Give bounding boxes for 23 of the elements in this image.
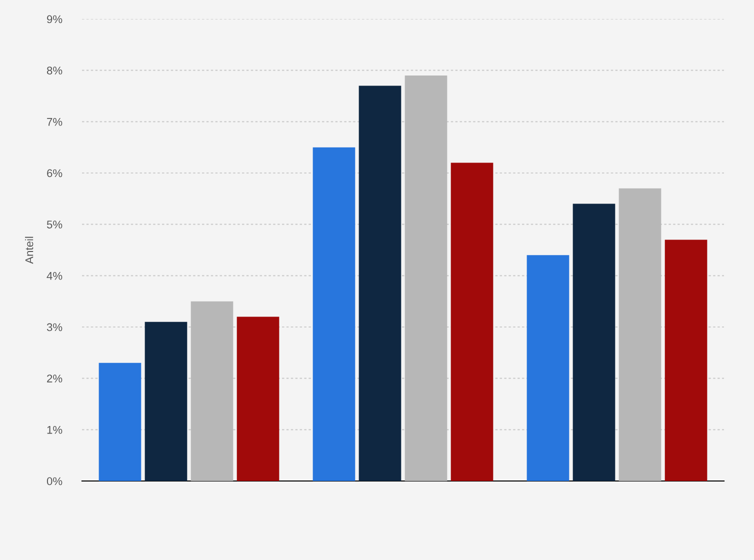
y-tick-label: 7% xyxy=(47,118,62,126)
y-tick-label: 0% xyxy=(46,477,62,486)
bar xyxy=(618,188,662,481)
y-axis-title: Anteil xyxy=(25,236,34,264)
y-tick-label: 3% xyxy=(46,323,62,332)
y-tick-label: 4% xyxy=(46,272,62,280)
bar xyxy=(236,316,280,481)
bar xyxy=(404,75,448,481)
bar xyxy=(144,322,188,481)
y-tick-label: 9% xyxy=(47,15,62,24)
y-tick-label: 6% xyxy=(47,169,62,178)
bar xyxy=(358,86,402,481)
y-tick-label: 5% xyxy=(46,220,62,228)
bar xyxy=(98,362,142,481)
bar xyxy=(664,240,708,481)
bar xyxy=(526,255,570,481)
y-tick-label: 2% xyxy=(47,374,62,382)
bar xyxy=(312,147,356,481)
y-tick-label: 1% xyxy=(47,426,62,434)
y-tick-label: 8% xyxy=(46,66,62,74)
bar xyxy=(572,204,616,481)
bar xyxy=(190,301,234,481)
bar xyxy=(450,162,494,481)
